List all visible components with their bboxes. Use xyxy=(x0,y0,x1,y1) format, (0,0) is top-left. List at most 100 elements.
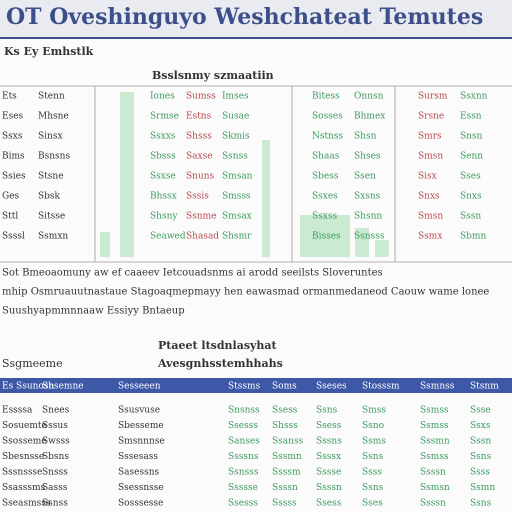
table-cell: Ssnsss xyxy=(228,468,259,478)
column-header: Sseses xyxy=(316,382,347,392)
table-cell: Sssus xyxy=(42,421,68,431)
table-cell: Sssns xyxy=(316,437,342,447)
table-cell: Ssnss xyxy=(222,152,248,162)
table-header-bar xyxy=(0,378,512,393)
table-cell: Onnsn xyxy=(354,92,384,102)
table-cell: Ssssse xyxy=(228,483,258,493)
table-cell: Sbsns xyxy=(42,452,69,462)
table2-label: Ssgmeeme xyxy=(2,357,63,370)
table-frame xyxy=(0,85,512,263)
table-cell: Sses xyxy=(362,499,383,509)
table-cell: Ssns xyxy=(470,452,492,462)
table-cell: Ssasssms xyxy=(2,483,46,493)
table-cell: Sssss xyxy=(272,499,297,509)
paragraph-line: Sot Bmeoaomuny aw ef caaeev Ietcouadsnms… xyxy=(2,268,383,279)
table-cell: Ssssx xyxy=(316,452,341,462)
table-cell: Ssssn xyxy=(420,468,446,478)
table-cell: Bims xyxy=(2,152,25,162)
table-cell: Shaas xyxy=(312,152,340,162)
table-cell: Sumss xyxy=(186,92,216,102)
table-cell: Shasad xyxy=(186,232,219,242)
table-cell: Sttl xyxy=(2,212,18,222)
table-cell: Ets xyxy=(2,92,17,102)
table-cell: Ssxs xyxy=(2,132,23,142)
table-cell: Nstnss xyxy=(312,132,344,142)
table-cell: Shsmr xyxy=(222,232,252,242)
table-cell: Ssesss xyxy=(228,499,258,509)
table-cell: Sssmn xyxy=(420,437,450,447)
table-cell: Sbess xyxy=(312,172,339,182)
table-cell: Ssms xyxy=(362,437,386,447)
table-cell: Ssnss xyxy=(42,499,68,509)
paragraph-line: mhip Osmruauutnastaue Stagoaqmepmayy hen… xyxy=(2,287,489,298)
table-cell: Shsss xyxy=(272,421,298,431)
table-cell: Ssxes xyxy=(312,192,338,202)
column-header: Stsnm xyxy=(470,382,499,392)
table-cell: Ssxss xyxy=(312,212,337,222)
table-cell: Mhsne xyxy=(38,112,69,122)
table-cell: Ges xyxy=(2,192,20,202)
table-cell: Ssess xyxy=(316,421,342,431)
table-cell: Sosses xyxy=(312,112,343,122)
table-cell: Ssnme xyxy=(186,212,216,222)
table-cell: Smrs xyxy=(418,132,442,142)
table-cell: Essn xyxy=(460,112,482,122)
table-cell: Shses xyxy=(354,152,381,162)
table-cell: Bisses xyxy=(312,232,341,242)
table-cell: Eses xyxy=(2,112,24,122)
table-cell: Ssss xyxy=(470,468,490,478)
column-header: Shsemne xyxy=(42,382,84,392)
table-cell: Sosssesse xyxy=(118,499,163,509)
table-cell: Ssns xyxy=(362,483,384,493)
table-cell: Ssmn xyxy=(470,483,495,493)
table-cell: Bhmex xyxy=(354,112,385,122)
table-cell: Ssxse xyxy=(150,172,176,182)
column-header: Sesseeen xyxy=(118,382,161,392)
table-cell: Snsnss xyxy=(228,406,260,416)
table-cell: Smsan xyxy=(222,172,253,182)
table-cell: Skmis xyxy=(222,132,250,142)
table-cell: Srmse xyxy=(150,112,179,122)
table-cell: Ssssn xyxy=(272,483,298,493)
table-cell: Ssssm xyxy=(272,468,301,478)
chart-overlay xyxy=(100,92,389,257)
table-cell: Sbsss xyxy=(150,152,176,162)
table-cell: Bhssx xyxy=(150,192,177,202)
table-cell: Sssesass xyxy=(118,452,158,462)
table-cell: Saxse xyxy=(186,152,213,162)
column-header: Stssms xyxy=(228,382,261,392)
table-cell: Ssssns xyxy=(228,452,259,462)
table-cell: Bsnsns xyxy=(38,152,70,162)
table-cell: Ssanss xyxy=(272,437,304,447)
table-cell: Ssssn xyxy=(316,483,342,493)
table-cell: Ssnsss xyxy=(354,232,385,242)
table-cell: Ssen xyxy=(354,172,376,182)
table-cell: Smsnnnse xyxy=(118,437,165,447)
table-cell: Iones xyxy=(150,92,175,102)
table-cell: Snxs xyxy=(418,192,440,202)
table-cell: Sbesnsse xyxy=(2,452,44,462)
table-cell: Shsss xyxy=(186,132,212,142)
table-cell: Ssies xyxy=(2,172,26,182)
table-cell: Ssess xyxy=(316,499,342,509)
table-cell: Sursm xyxy=(418,92,448,102)
table-cell: Ssmx xyxy=(418,232,442,242)
table2-title: Ptaeet ltsdnlasyhat xyxy=(158,339,278,352)
table-cell: Ssess xyxy=(272,406,298,416)
table-cell: Sinsx xyxy=(38,132,63,142)
table-cell: Sssn xyxy=(460,212,481,222)
table-cell: Ssno xyxy=(362,421,384,431)
table-cell: Sssmn xyxy=(272,452,302,462)
table-cell: Smsn xyxy=(418,212,443,222)
table-cell: Ssmsn xyxy=(420,483,450,493)
table-cell: Smsax xyxy=(222,212,252,222)
column-header: Es Ssunosn xyxy=(2,382,54,392)
table-cell: Shsny xyxy=(150,212,178,222)
table-cell: Ssusvuse xyxy=(118,406,160,416)
table-cell: Sbsk xyxy=(38,192,61,202)
table-cell: Ssns xyxy=(470,499,492,509)
table-cell: Imses xyxy=(222,92,249,102)
table-cell: Essssa xyxy=(2,406,33,416)
